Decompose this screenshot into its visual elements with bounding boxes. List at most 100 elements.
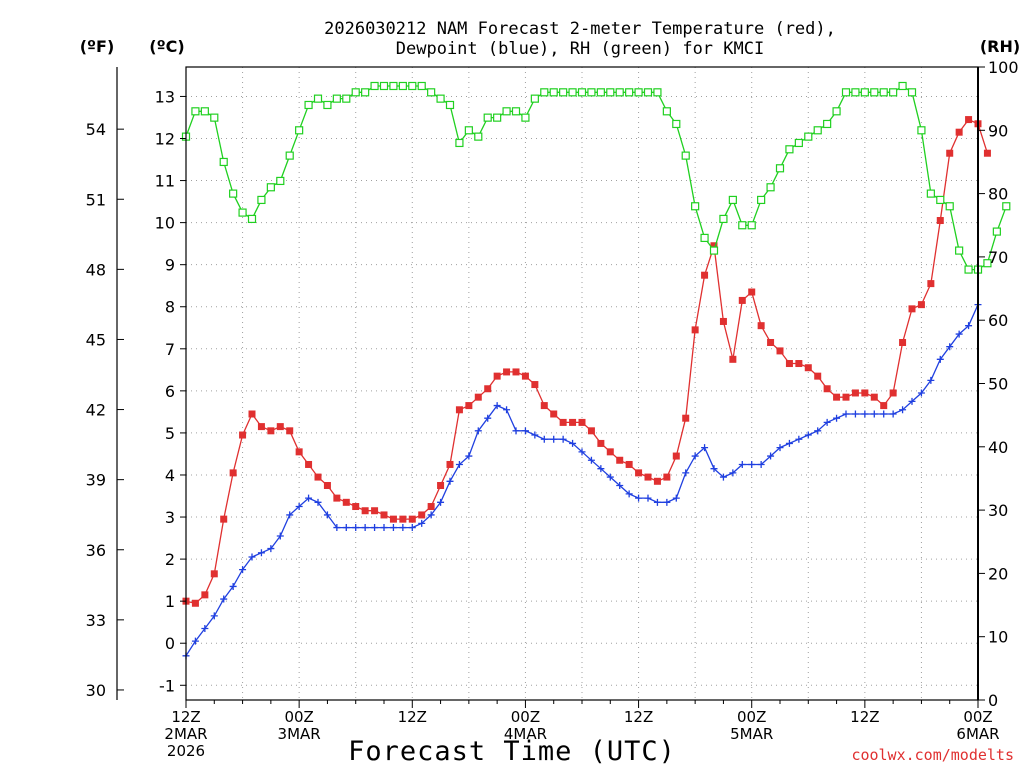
temperature-point [295, 448, 303, 456]
time-tick-label: 2MAR [164, 725, 207, 743]
rh-point [408, 81, 417, 91]
rh-point [210, 113, 219, 122]
dewpoint-point [738, 460, 746, 468]
fahrenheit-tick-label: 48 [86, 260, 106, 279]
dewpoint-point [597, 465, 605, 473]
rh-point [907, 88, 917, 97]
temperature-point [785, 360, 793, 368]
series-layer [181, 81, 1011, 660]
dewpoint-point [446, 477, 454, 485]
fahrenheit-unit-label: (ºF) [80, 37, 115, 56]
dewpoint-point [323, 511, 331, 519]
rh-point [323, 100, 332, 110]
dewpoint-point [201, 624, 209, 632]
temperature-point [455, 406, 463, 414]
rh-tick-label: 90 [988, 121, 1008, 140]
rh-point [841, 88, 851, 97]
temperature-point [946, 149, 954, 157]
temperature-point [719, 317, 727, 325]
temperature-point [776, 347, 784, 355]
temperature-point [616, 456, 624, 464]
dewpoint-point [946, 343, 954, 351]
dewpoint-point [314, 498, 322, 506]
temperature-point [965, 116, 973, 124]
dewpoint-point [399, 524, 407, 532]
dewpoint-point [484, 414, 492, 422]
celsius-tick-label: 3 [165, 508, 175, 527]
rh-point [502, 107, 511, 116]
dewpoint-point [569, 439, 577, 447]
temperature-point [493, 372, 501, 380]
dewpoint-point [239, 566, 247, 574]
temperature-point [418, 511, 426, 519]
temperature-point [663, 473, 671, 481]
temperature-point [201, 591, 209, 599]
dewpoint-point [578, 448, 586, 456]
rh-point [936, 195, 945, 205]
rh-point [860, 88, 869, 97]
rh-point [785, 145, 794, 154]
temperature-point [427, 503, 435, 511]
dewpoint-point [851, 410, 859, 418]
celsius-tick-label: 5 [165, 424, 175, 443]
rh-tick-label: 60 [988, 311, 1008, 330]
temperature-point [880, 402, 888, 410]
temperature-point [795, 360, 803, 368]
temperature-point [333, 494, 341, 502]
time-tick-label: 12Z [624, 708, 653, 726]
rh-point [257, 195, 266, 205]
dewpoint-point [550, 435, 558, 443]
rh-point [398, 81, 407, 91]
temperature-point [710, 242, 718, 250]
dewpoint-point [521, 427, 529, 435]
temperature-point [767, 338, 775, 346]
plot-frame [185, 66, 979, 701]
rh-point [379, 81, 389, 91]
celsius-tick-label: 4 [165, 466, 175, 485]
time-tick-label: 5MAR [730, 725, 773, 743]
dewpoint-point [295, 503, 303, 511]
rh-point [219, 157, 228, 167]
dewpoint-point [371, 524, 379, 532]
rh-tick-label: 80 [988, 185, 1008, 204]
rh-point [766, 183, 775, 192]
rh-point [474, 132, 483, 141]
temperature-point [861, 389, 869, 397]
rh-point [285, 151, 294, 160]
rh-point [342, 94, 351, 103]
dewpoint-point [927, 376, 935, 384]
rh-point [200, 107, 209, 116]
fahrenheit-tick-label: 42 [86, 401, 106, 420]
temperature-point [191, 599, 199, 607]
dewpoint-point [512, 427, 520, 435]
celsius-tick-label: 12 [155, 130, 175, 149]
dewpoint-point [248, 553, 256, 561]
dewpoint-point [719, 473, 727, 481]
celsius-tick-label: 1 [165, 592, 175, 611]
dewpoint-point [437, 498, 445, 506]
rh-series [181, 81, 1011, 274]
rh-point [606, 88, 615, 97]
dewpoint-point [795, 435, 803, 443]
rh-point [436, 94, 445, 103]
dewpoint-point [352, 524, 360, 532]
temperature-point [550, 410, 558, 418]
celsius-tick-label: -1 [159, 676, 175, 695]
rh-point [700, 233, 709, 243]
rh-point [738, 221, 747, 230]
chart-title-line2: Dewpoint (blue), RH (green) for KMCI [396, 39, 764, 59]
temperature-point [851, 389, 859, 397]
dewpoint-point [833, 414, 841, 422]
rh-point [917, 126, 926, 135]
dewpoint-point [286, 511, 294, 519]
temperature-point [823, 385, 831, 393]
celsius-tick-label: 11 [155, 172, 175, 191]
rh-point [313, 94, 323, 103]
dewpoint-point [531, 431, 539, 439]
fahrenheit-tick-label: 51 [86, 190, 106, 209]
time-tick-label: 3MAR [278, 725, 321, 743]
temperature-point [437, 481, 445, 489]
rh-point [964, 265, 973, 274]
rh-tick-label: 20 [988, 564, 1008, 583]
